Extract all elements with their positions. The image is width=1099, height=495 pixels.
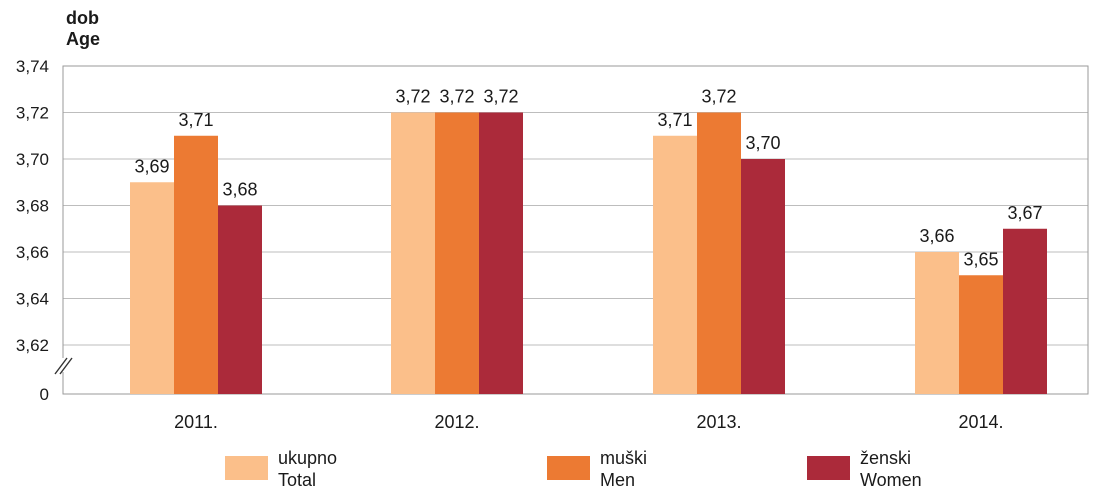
x-tick-label: 2011. xyxy=(174,412,218,432)
bar xyxy=(697,112,741,394)
legend-label: Women xyxy=(860,470,922,490)
y-tick-label: 3,68 xyxy=(16,197,49,216)
bar xyxy=(130,182,174,394)
legend-label: ženski xyxy=(860,448,911,468)
x-tick-label: 2012. xyxy=(434,412,479,432)
bar xyxy=(174,135,218,394)
data-label: 3,71 xyxy=(178,110,213,130)
data-label: 3,68 xyxy=(222,180,257,200)
data-label: 3,67 xyxy=(1007,203,1042,223)
bar xyxy=(741,159,785,394)
y-axis-label: Age xyxy=(66,29,100,49)
y-tick-label: 3,62 xyxy=(16,336,49,355)
data-label: 3,72 xyxy=(483,87,518,107)
y-tick-label: 3,70 xyxy=(16,150,49,169)
bar xyxy=(435,112,479,394)
y-axis-label: dob xyxy=(66,8,99,28)
data-label: 3,72 xyxy=(701,87,736,107)
legend-label: Total xyxy=(278,470,316,490)
bar xyxy=(959,275,1003,394)
x-tick-label: 2013. xyxy=(696,412,741,432)
bar xyxy=(915,252,959,394)
data-label: 3,72 xyxy=(439,87,474,107)
y-tick-label: 3,74 xyxy=(16,57,49,76)
plot-frame xyxy=(62,65,1089,395)
bar xyxy=(653,135,697,394)
legend-swatch xyxy=(225,456,268,480)
data-label: 3,65 xyxy=(963,249,998,269)
y-tick-label: 3,72 xyxy=(16,104,49,123)
legend-label: ukupno xyxy=(278,448,337,468)
legend-swatch xyxy=(547,456,590,480)
data-label: 3,71 xyxy=(657,110,692,130)
legend-swatch xyxy=(807,456,850,480)
axis-break-icon xyxy=(54,357,73,375)
bar xyxy=(391,112,435,394)
data-label: 3,72 xyxy=(395,87,430,107)
bar xyxy=(1003,228,1047,394)
data-label: 3,69 xyxy=(134,156,169,176)
data-label: 3,66 xyxy=(919,226,954,246)
y-tick-label: 3,66 xyxy=(16,243,49,262)
bar xyxy=(218,205,262,394)
data-label: 3,70 xyxy=(745,133,780,153)
legend-label: Men xyxy=(600,470,635,490)
x-tick-label: 2014. xyxy=(958,412,1003,432)
legend-label: muški xyxy=(600,448,647,468)
y-baseline-label: 0 xyxy=(40,385,49,404)
bar xyxy=(479,112,523,394)
y-tick-label: 3,64 xyxy=(16,290,49,309)
